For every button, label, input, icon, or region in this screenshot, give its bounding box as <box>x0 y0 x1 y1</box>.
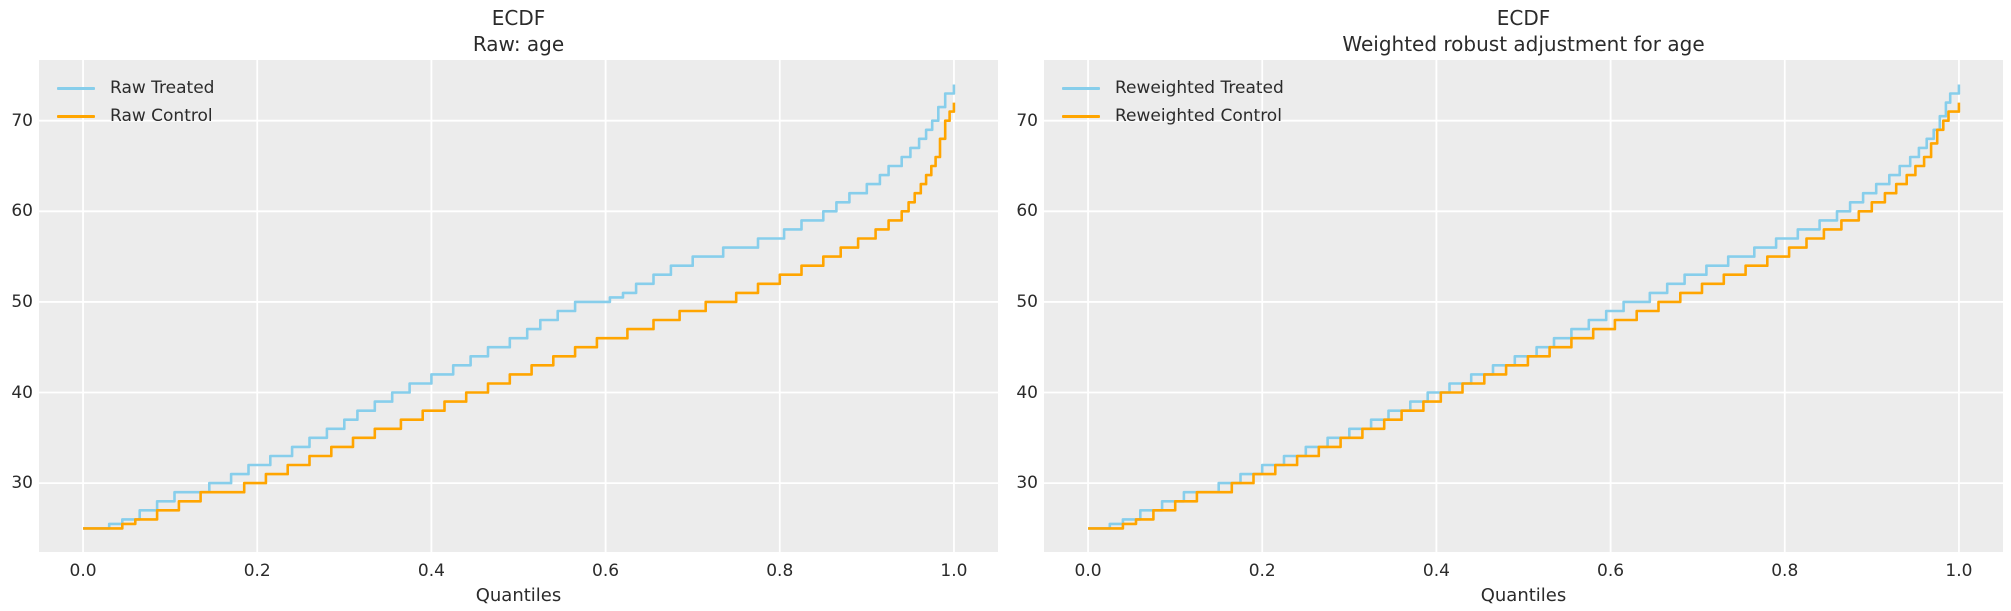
legend-line-icon <box>1062 86 1100 90</box>
legend: Raw Treated Raw Control <box>57 74 214 130</box>
y-tick-label: 40 <box>11 382 33 403</box>
x-tick-label: 0.4 <box>417 561 445 581</box>
legend-label: Raw Treated <box>110 78 215 98</box>
series-line-reweighted-control <box>1088 102 1961 530</box>
x-tick-label: 1.0 <box>1945 561 1973 581</box>
legend-line-icon <box>57 86 95 90</box>
series-line-raw-treated <box>83 84 956 530</box>
x-tick-label: 0.6 <box>592 561 620 581</box>
x-axis-label: Quantiles <box>1480 585 1567 606</box>
x-tick-label: 0.8 <box>1771 561 1799 581</box>
legend-entry-raw-treated: Raw Treated <box>57 74 214 102</box>
legend-line-icon <box>1062 114 1100 118</box>
series-line-reweighted-treated <box>1088 84 1961 530</box>
plot-canvas <box>1044 60 2003 552</box>
legend-entry-reweighted-treated: Reweighted Treated <box>1062 74 1284 102</box>
chart-title-line1: ECDF <box>491 6 546 30</box>
y-tick-label: 50 <box>11 291 33 312</box>
legend: Reweighted Treated Reweighted Control <box>1062 74 1284 130</box>
y-tick-label: 50 <box>1016 291 1038 312</box>
y-tick-label: 30 <box>1016 473 1038 494</box>
panel-raw: ECDF Raw: age 30 40 50 60 70 0.0 0.2 0.4 0.6 0.8 1.0… <box>0 0 1005 611</box>
chart-title: ECDF Weighted robust adjustment for age <box>1342 5 1704 57</box>
legend-label: Reweighted Control <box>1115 106 1282 126</box>
chart-title-line2: Weighted robust adjustment for age <box>1342 32 1705 56</box>
x-tick-label: 0.6 <box>1597 561 1625 581</box>
x-tick-label: 0.0 <box>1074 561 1102 581</box>
legend-entry-raw-control: Raw Control <box>57 102 214 130</box>
x-tick-label: 0.4 <box>1422 561 1450 581</box>
y-tick-label: 30 <box>11 473 33 494</box>
y-tick-label: 70 <box>11 110 33 131</box>
chart-title-line2: Raw: age <box>472 32 565 56</box>
y-tick-label: 60 <box>1016 201 1038 222</box>
x-tick-label: 0.2 <box>1248 561 1276 581</box>
y-tick-label: 60 <box>11 201 33 222</box>
panel-weighted: ECDF Weighted robust adjustment for age 30… <box>1005 0 2010 611</box>
series-line-raw-control <box>83 102 956 530</box>
y-tick-label: 70 <box>1016 110 1038 131</box>
chart-title: ECDF Raw: age <box>473 5 564 57</box>
x-axis-label: Quantiles <box>475 585 562 606</box>
plot-area <box>39 60 998 552</box>
plot-area <box>1044 60 2003 552</box>
x-tick-label: 1.0 <box>940 561 968 581</box>
x-tick-label: 0.2 <box>243 561 271 581</box>
legend-label: Reweighted Treated <box>1115 78 1284 98</box>
legend-line-icon <box>57 114 95 118</box>
legend-label: Raw Control <box>110 106 213 126</box>
y-tick-label: 40 <box>1016 382 1038 403</box>
chart-title-line1: ECDF <box>1496 6 1551 30</box>
legend-entry-reweighted-control: Reweighted Control <box>1062 102 1284 130</box>
x-tick-label: 0.0 <box>69 561 97 581</box>
x-tick-label: 0.8 <box>766 561 794 581</box>
plot-canvas <box>39 60 998 552</box>
